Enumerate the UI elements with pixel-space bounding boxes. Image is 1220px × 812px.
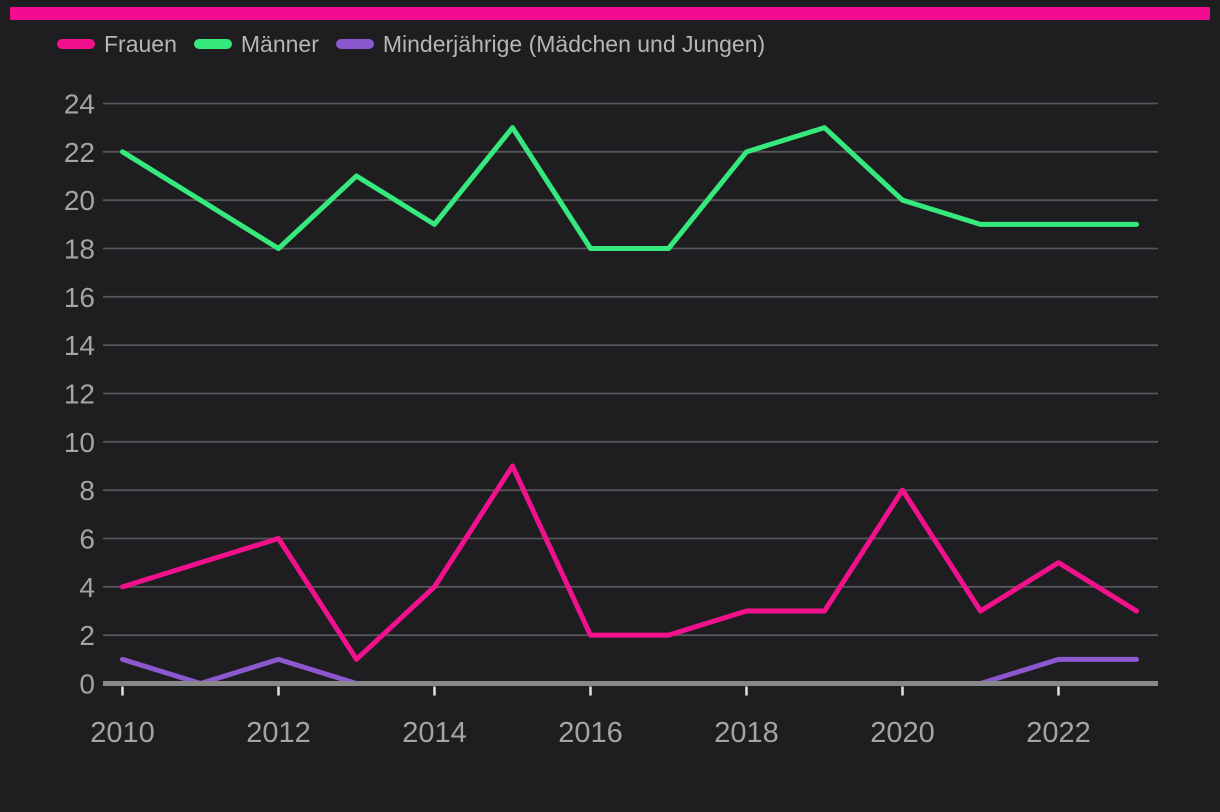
y-axis-tick-label: 0 — [79, 669, 95, 700]
x-axis-tick-label: 2018 — [714, 717, 779, 749]
legend-item-minderjaehrige[interactable]: Minderjährige (Mädchen und Jungen) — [335, 28, 766, 60]
y-axis-tick-label: 2 — [79, 620, 95, 651]
legend-label-maenner: Männer — [240, 31, 319, 57]
series-group — [120, 125, 1139, 686]
y-axis-tick-label: 16 — [64, 282, 95, 313]
y-axis-tick-label: 8 — [79, 475, 95, 506]
series-line-minderjaehrige — [120, 656, 1139, 686]
minderjaehrige-line-swatch — [335, 39, 374, 49]
y-axis-tick-label: 4 — [79, 572, 95, 603]
maenner-line-swatch — [193, 39, 232, 49]
y-axis-tick-label: 14 — [64, 330, 95, 361]
x-axis-tick-label: 2020 — [870, 717, 935, 749]
y-axis-tick-label: 12 — [64, 379, 95, 410]
y-axis-tick-label: 22 — [64, 137, 95, 168]
legend-item-frauen[interactable]: Frauen — [57, 28, 177, 60]
x-axis-tick-label: 2016 — [558, 717, 623, 749]
x-tick-marks-group — [121, 686, 1060, 696]
y-axis-tick-label: 6 — [79, 524, 95, 555]
y-axis-tick-label: 18 — [64, 234, 95, 265]
legend-item-maenner[interactable]: Männer — [193, 28, 319, 60]
series-line-maenner — [120, 125, 1139, 251]
x-axis-tick-label: 2010 — [90, 717, 155, 749]
legend-label-minderjaehrige: Minderjährige (Mädchen und Jungen) — [382, 31, 766, 57]
legend: Frauen Männer Minderjährige (Mädchen und… — [57, 28, 765, 60]
y-axis-tick-label: 10 — [64, 427, 95, 458]
x-axis-labels-group: 2010 2012 2014 2016 2018 2020 2022 — [90, 717, 1091, 749]
gridlines-group — [103, 102, 1158, 637]
x-axis-tick-label: 2012 — [246, 717, 311, 749]
y-axis-tick-label: 20 — [64, 185, 95, 216]
y-axis-tick-label: 24 — [64, 89, 95, 120]
series-line-frauen — [120, 463, 1139, 662]
frauen-line-swatch — [57, 39, 95, 49]
top-accent-bar — [10, 7, 1210, 20]
x-axis-tick-label: 2022 — [1026, 717, 1091, 749]
x-axis-tick-label: 2014 — [402, 717, 467, 749]
legend-label-frauen: Frauen — [104, 31, 177, 57]
